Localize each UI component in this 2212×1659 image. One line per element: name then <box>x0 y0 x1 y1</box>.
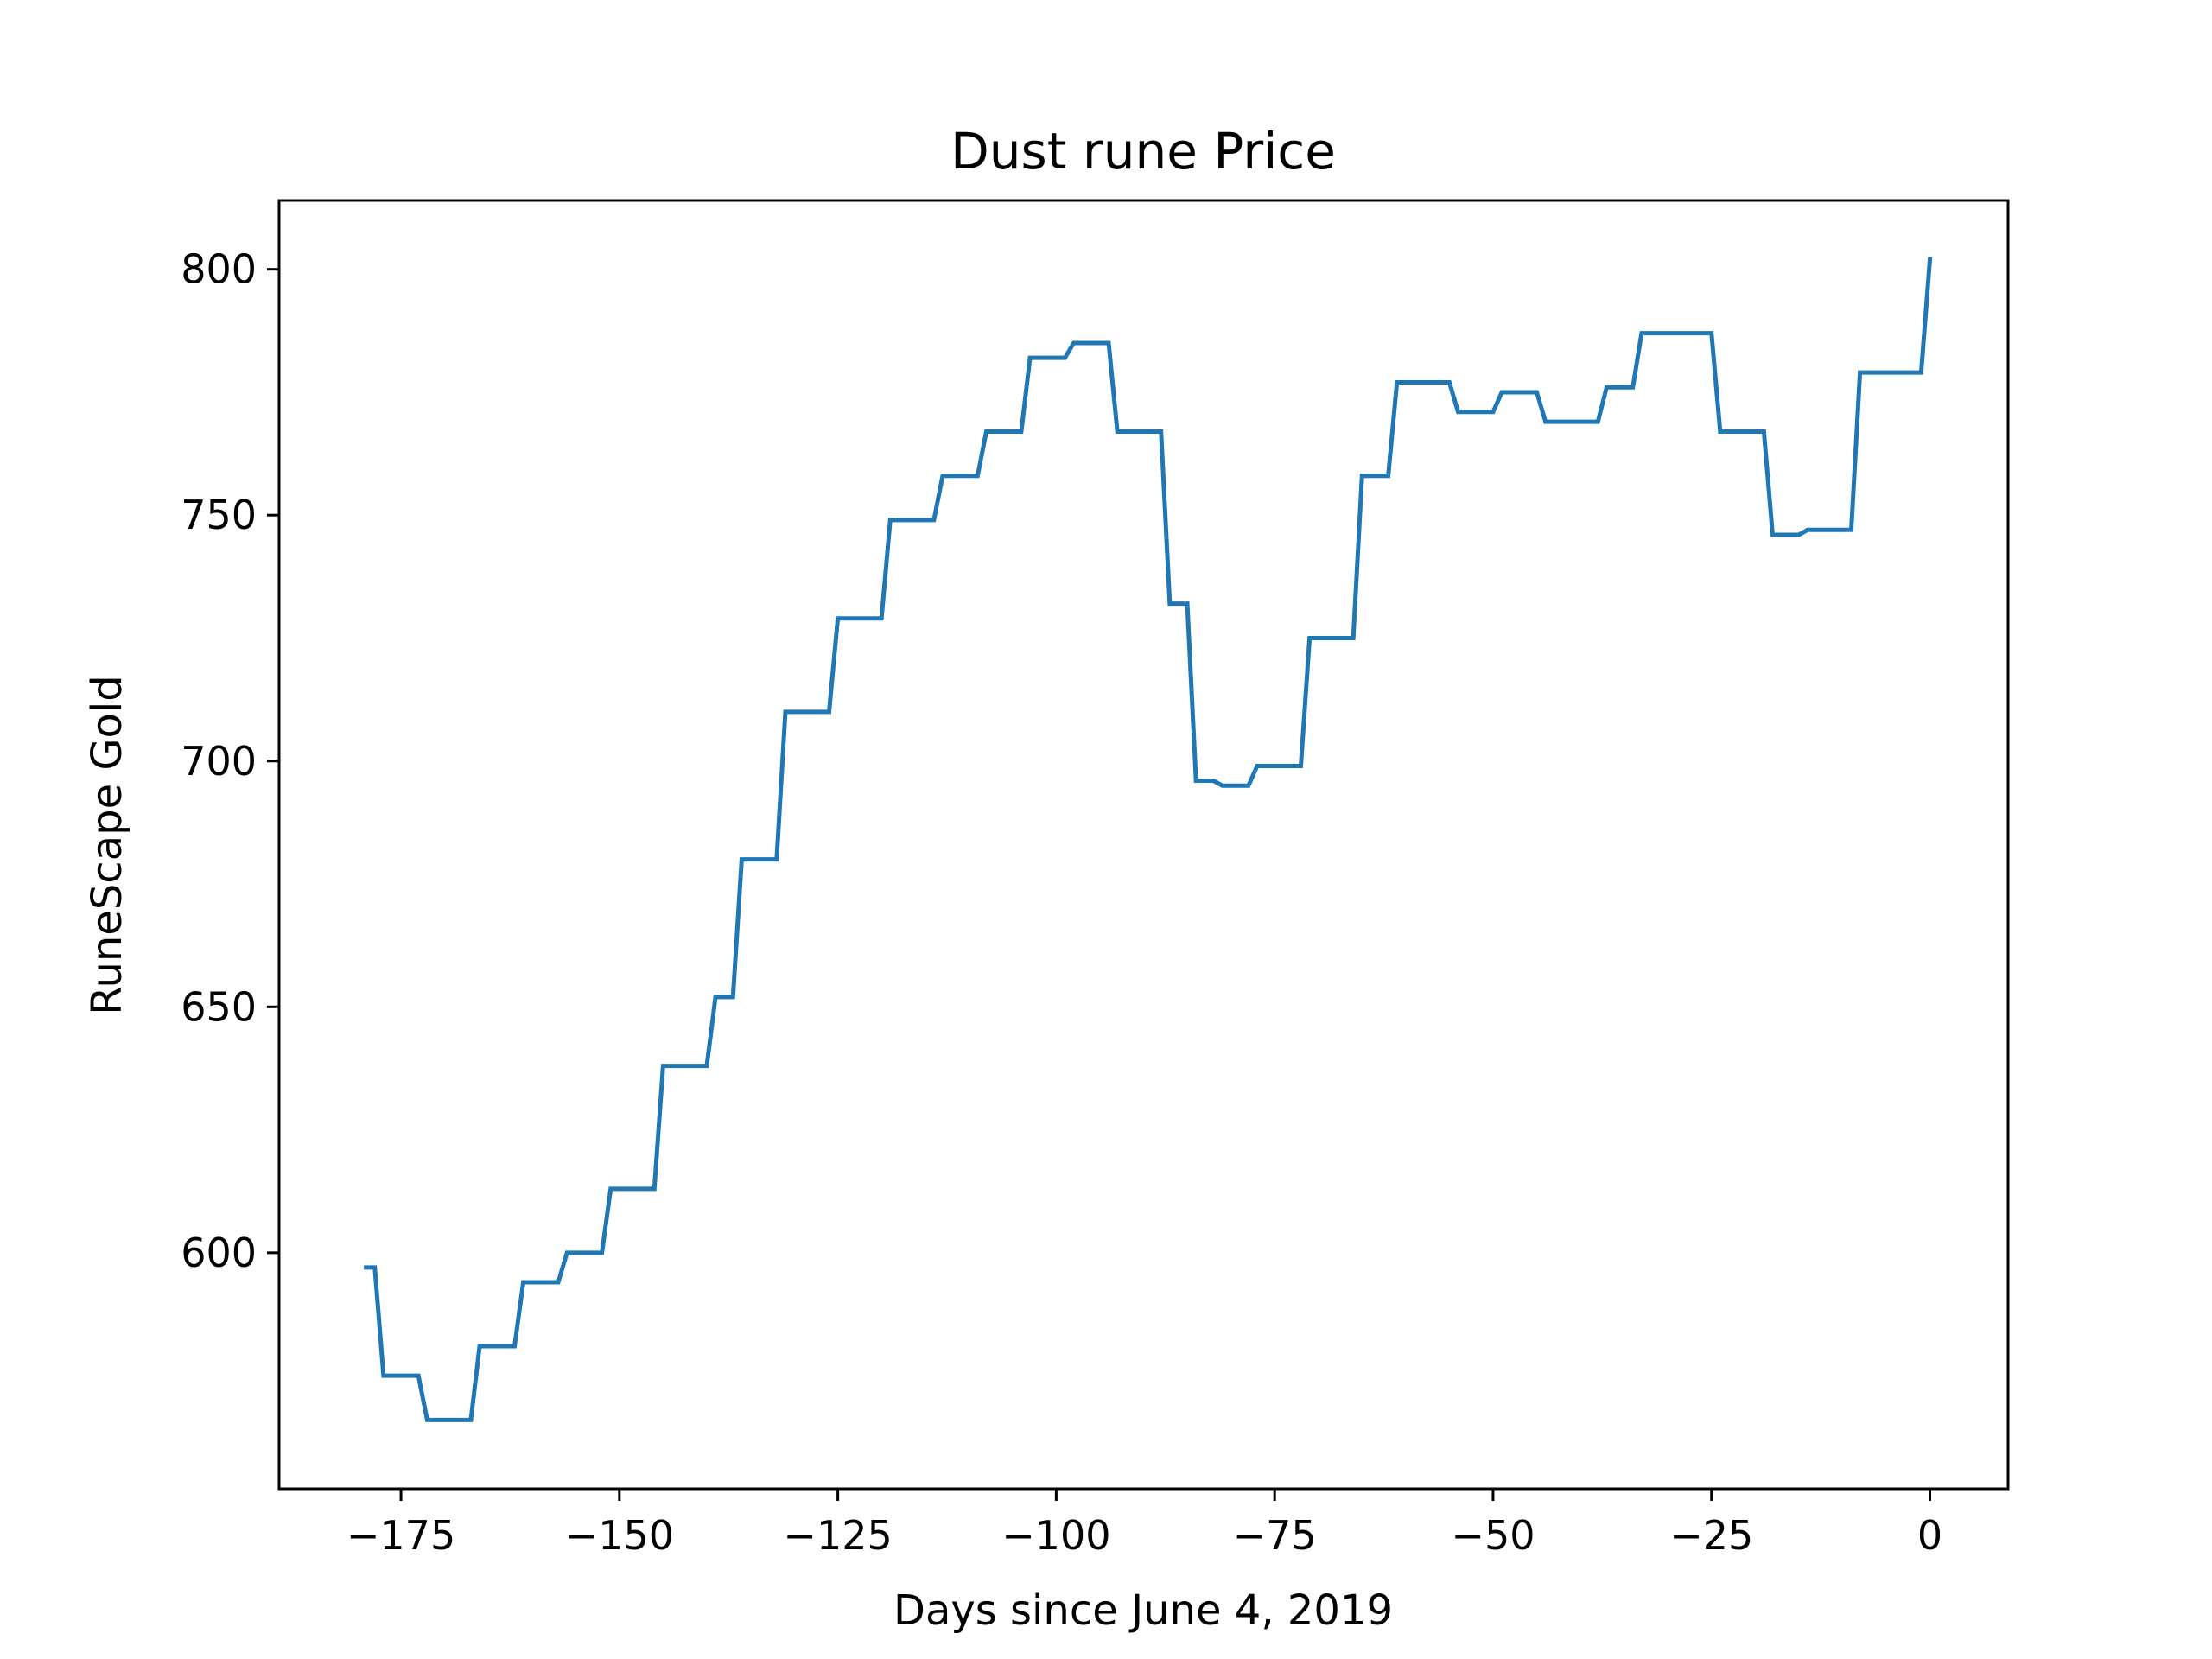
plot-frame <box>277 199 2010 1491</box>
x-tick-label: −175 <box>346 1512 455 1559</box>
y-tick-label: 650 <box>181 983 257 1030</box>
x-tick-label: −100 <box>1001 1512 1110 1559</box>
x-tick-label: −25 <box>1669 1512 1753 1559</box>
x-tick-label: 0 <box>1917 1512 1942 1559</box>
x-tick-label: −150 <box>565 1512 674 1559</box>
y-tick-label: 750 <box>181 492 257 538</box>
x-axis-label: Days since June 4, 2019 <box>893 1586 1393 1635</box>
x-tick-label: −125 <box>783 1512 892 1559</box>
series-line-0 <box>364 257 1933 1422</box>
x-tick-label: −75 <box>1233 1512 1317 1559</box>
plot-area <box>364 257 1933 1422</box>
x-tick-label: −50 <box>1451 1512 1535 1559</box>
y-tick-label: 600 <box>181 1230 257 1276</box>
y-tick-label: 700 <box>181 738 257 785</box>
y-axis-label: RuneScape Gold <box>83 675 131 1014</box>
y-axis: 600 650 700 750 800 <box>181 246 279 1276</box>
y-tick-label: 800 <box>181 246 257 293</box>
chart-title: Dust rune Price <box>950 122 1336 181</box>
x-axis: −175 −150 −125 −100 −75 −50 −25 0 <box>346 1489 1942 1559</box>
